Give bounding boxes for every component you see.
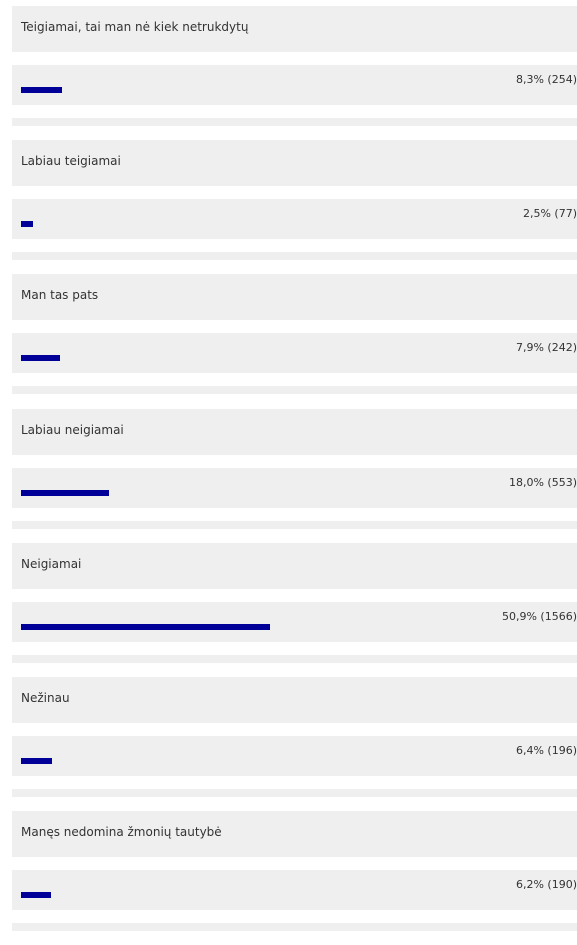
bar-track — [21, 87, 461, 93]
bar-track — [21, 757, 461, 764]
poll-option: Man tas pats 7,9% (242) — [12, 274, 577, 395]
result-value-label: 8,3% (254) — [515, 73, 577, 86]
result-value-label: 7,9% (242) — [515, 341, 577, 355]
result-row: 6,2% (190) — [12, 870, 577, 911]
option-footer-strip — [12, 923, 577, 932]
option-title-row: Labiau teigiamai — [12, 140, 577, 187]
result-value-label: 6,2% (190) — [515, 878, 577, 892]
option-title-row: Nežinau — [12, 676, 577, 723]
result-value-label: 50,9% (1566) — [501, 609, 577, 623]
option-title-row: Man tas pats — [12, 274, 577, 321]
bar-track — [21, 623, 461, 630]
option-title-row: Manęs nedomina žmonių tautybė — [12, 811, 577, 858]
option-footer-strip — [12, 788, 577, 797]
result-row: 6,4% (196) — [12, 735, 577, 776]
result-row: 8,3% (254) — [12, 65, 577, 105]
poll-option: Nežinau 6,4% (196) — [12, 676, 577, 797]
bar-track — [21, 892, 461, 899]
poll-option: Labiau teigiamai 2,5% (77) — [12, 140, 577, 261]
result-row: 7,9% (242) — [12, 333, 577, 374]
bar-track — [21, 355, 461, 362]
option-footer-strip — [12, 386, 577, 395]
poll-option: Manęs nedomina žmonių tautybė 6,2% (190) — [12, 811, 577, 932]
poll-option: Neigiamai 50,9% (1566) — [12, 542, 577, 663]
result-bar — [21, 355, 60, 362]
result-bar — [21, 623, 270, 630]
bar-track — [21, 489, 461, 496]
result-row: 18,0% (553) — [12, 467, 577, 508]
option-label: Labiau neigiamai — [21, 422, 124, 437]
option-label: Teigiamai, tai man nė kiek netrukdytų — [21, 20, 249, 34]
option-footer-strip — [12, 654, 577, 663]
poll-results: Teigiamai, tai man nė kiek netrukdytų 8,3… — [12, 6, 577, 945]
option-footer-strip — [12, 520, 577, 529]
option-label: Nežinau — [21, 690, 70, 705]
option-label: Manęs nedomina žmonių tautybė — [21, 825, 222, 840]
option-footer-strip — [12, 252, 577, 261]
bar-track — [21, 221, 461, 228]
result-bar — [21, 87, 62, 93]
result-row: 2,5% (77) — [12, 199, 577, 240]
result-value-label: 18,0% (553) — [508, 475, 577, 489]
result-value-label: 6,4% (196) — [515, 743, 577, 757]
option-title-row: Labiau neigiamai — [12, 408, 577, 455]
poll-option: Teigiamai, tai man nė kiek netrukdytų 8,3… — [12, 6, 577, 126]
option-footer-strip — [12, 118, 577, 126]
result-value-label: 2,5% (77) — [522, 207, 577, 221]
result-bar — [21, 221, 33, 228]
option-title-row: Teigiamai, tai man nė kiek netrukdytų — [12, 6, 577, 52]
poll-option: Labiau neigiamai 18,0% (553) — [12, 408, 577, 529]
result-bar — [21, 757, 52, 764]
result-row: 50,9% (1566) — [12, 601, 577, 642]
result-bar — [21, 489, 109, 496]
result-bar — [21, 892, 51, 899]
option-label: Labiau teigiamai — [21, 154, 121, 169]
option-label: Man tas pats — [21, 288, 99, 303]
option-title-row: Neigiamai — [12, 542, 577, 589]
option-label: Neigiamai — [21, 556, 82, 571]
